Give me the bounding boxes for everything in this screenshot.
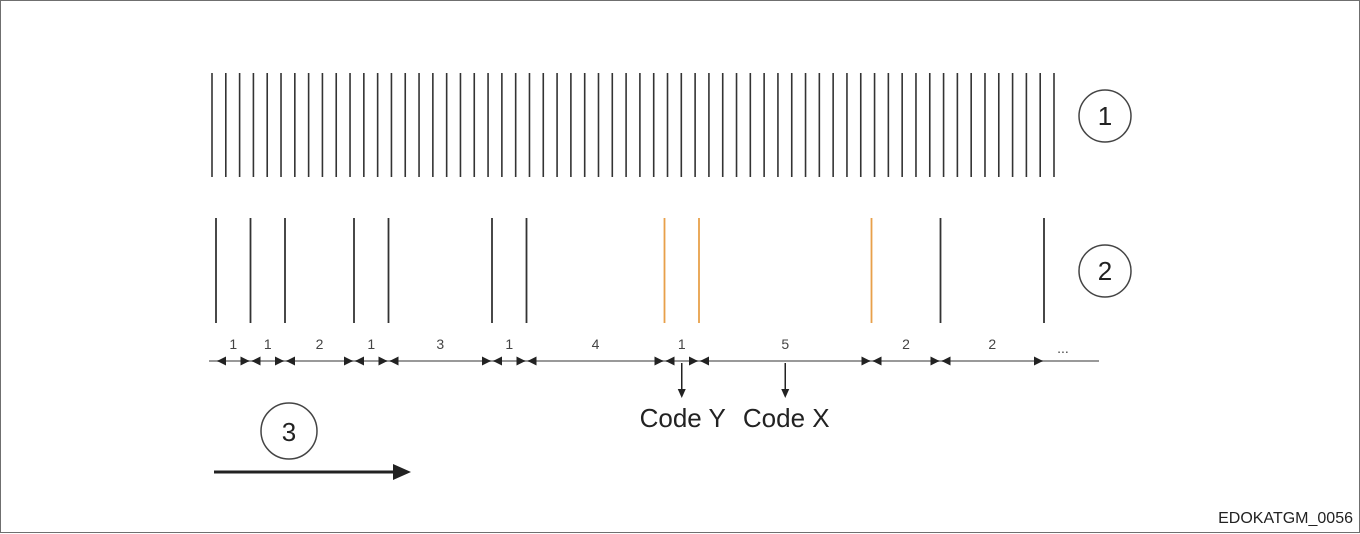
segment-label: 2 [988,336,996,352]
segment-label: 1 [678,336,686,352]
code-pointer-arrow [677,389,686,398]
segment-label: 3 [436,336,444,352]
segment-label: 1 [264,336,272,352]
callout-1-circle [1078,89,1132,143]
code-pointer-arrow [781,389,790,398]
segment-arrow-right [1034,356,1043,366]
code-pointers: Code Y Code X [640,363,830,433]
callout-3-label: 3 [282,417,296,447]
segment-arrow-left [527,356,537,366]
segment-label: 2 [902,336,910,352]
segment-arrow-right [516,356,526,366]
segment-arrow-right [344,356,353,366]
segment-arrow-left [941,356,951,366]
segment-arrow-right [378,356,388,366]
callout-2-circle [1078,244,1132,298]
segment-markers: 1 1 2 1 3 1 4 1 5 2 2 [217,336,1043,366]
clock-bars [211,73,1055,177]
segment-label: 1 [367,336,375,352]
code-label: Code Y [640,403,726,433]
segment-arrow-right [482,356,491,366]
callout-1-label: 1 [1098,101,1112,131]
segment-arrow-left [286,356,295,366]
segment-arrow-left [700,356,709,366]
segment-arrow-left [493,356,502,366]
callout-2-label: 2 [1098,256,1112,286]
segment-label: 1 [505,336,513,352]
segment-arrow-left [389,356,399,366]
segment-arrow-right [654,356,664,366]
code-label: Code X [743,403,830,433]
segment-arrow-right [861,356,871,366]
callout-3-circle [260,402,318,460]
signal-bars [215,218,1045,323]
segment-arrow-left [355,356,364,366]
direction-arrow-head [393,464,411,480]
segment-label: 5 [781,336,789,352]
segment-arrow-left [872,356,882,366]
segment-arrow-left [251,356,261,366]
continuation-ellipsis: ... [1057,340,1069,356]
segment-arrow-right [930,356,940,366]
segment-arrow-right [275,356,284,366]
segment-arrow-right [240,356,250,366]
segment-arrow-right [689,356,698,366]
segment-arrow-left [665,356,675,366]
segment-arrow-left [217,356,226,366]
segment-label: 4 [592,336,600,352]
figure-id: EDOKATGM_0056 [1218,510,1353,527]
segment-label: 2 [316,336,324,352]
segment-label: 1 [229,336,237,352]
